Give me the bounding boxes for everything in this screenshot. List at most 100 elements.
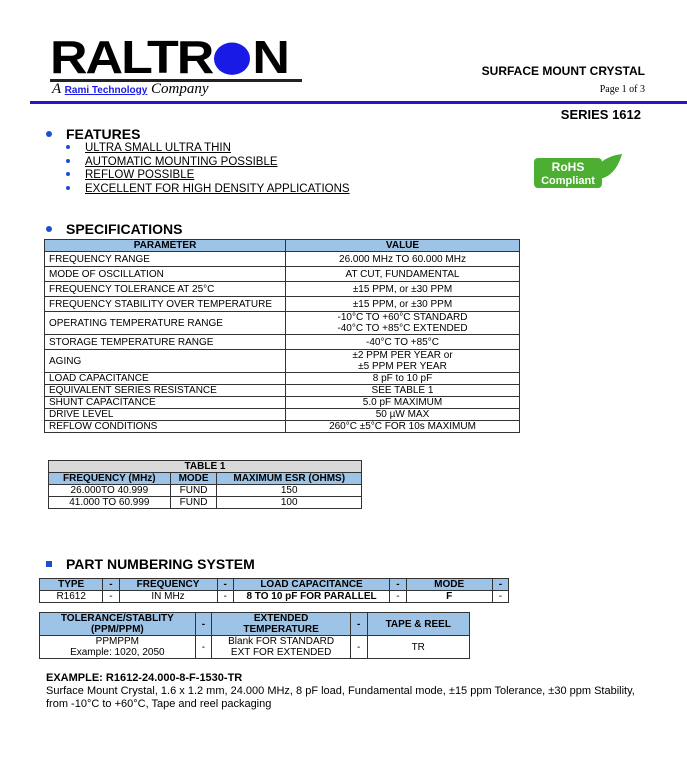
value-cell: 26.000 MHz TO 60.000 MHz <box>285 251 520 267</box>
table-row: FREQUENCY RANGE 26.000 MHz TO 60.000 MHz <box>44 251 520 267</box>
value-cell: -10°C TO +60°C STANDARD -40°C TO +85°C E… <box>285 311 520 335</box>
part-numbering-heading-text: PART NUMBERING SYSTEM <box>66 556 255 572</box>
features-heading-text: FEATURES <box>66 126 141 142</box>
column-header: TOLERANCE/STABLITY (PPM/PPM) <box>39 612 196 636</box>
value-cell: 8 pF to 10 pF <box>285 372 520 385</box>
rohs-badge: RoHS Compliant <box>534 154 622 188</box>
table-row: EQUIVALENT SERIES RESISTANCE SEE TABLE 1 <box>44 384 520 397</box>
value-cell: ±2 PPM PER YEAR or ±5 PPM PER YEAR <box>285 349 520 373</box>
table-row: R1612- IN MHz -8 TO 10 pF FOR PARALLEL - F - <box>38 590 510 603</box>
column-header: - <box>349 612 368 636</box>
table-row: AGING ±2 PPM PER YEAR or ±5 PPM PER YEAR <box>44 349 520 373</box>
tagline-suffix: Company <box>151 81 209 97</box>
specifications-heading: SPECIFICATIONS <box>46 221 182 237</box>
document-title: SURFACE MOUNT CRYSTAL <box>481 64 645 78</box>
cell: - <box>102 590 120 603</box>
cell: 8 TO 10 pF FOR PARALLEL <box>232 590 391 603</box>
column-header: TAPE & REEL <box>366 612 471 636</box>
cell: - <box>216 590 234 603</box>
column-header: MODE <box>169 472 218 485</box>
table-1: TABLE 1 FREQUENCY (MHz) MODE MAXIMUM ESR (O… <box>48 460 362 509</box>
cell: - <box>349 635 368 659</box>
column-header: EXTENDED TEMPERATURE <box>211 612 351 636</box>
parameter-cell: OPERATING TEMPERATURE RANGE <box>44 311 286 335</box>
cell: F <box>405 590 493 603</box>
tagline-prefix: A <box>52 81 61 97</box>
column-header: PARAMETER <box>44 239 286 252</box>
cell: 26.000TO 40.999 <box>48 484 171 497</box>
table-row: OPERATING TEMPERATURE RANGE -10°C TO +60°… <box>44 311 520 335</box>
feature-item: AUTOMATIC MOUNTING POSSIBLE <box>66 156 350 170</box>
cell: IN MHz <box>118 590 218 603</box>
features-list: ULTRA SMALL ULTRA THIN AUTOMATIC MOUNTING… <box>66 142 350 196</box>
column-header: MODE <box>405 578 493 591</box>
column-header: - <box>389 578 407 591</box>
cell: - <box>389 590 407 603</box>
table-row: SHUNT CAPACITANCE 5.0 pF MAXIMUM <box>44 396 520 409</box>
parameter-cell: REFLOW CONDITIONS <box>44 420 286 433</box>
table-row: PPMPPM Example: 1020, 2050- Blank FOR STA… <box>39 635 471 659</box>
table-caption: TABLE 1 <box>48 460 362 473</box>
column-header: VALUE <box>285 239 520 252</box>
cell: R1612 <box>38 590 104 603</box>
table-row: STORAGE TEMPERATURE RANGE -40°C TO +85°C <box>44 334 520 350</box>
part-numbering-heading: PART NUMBERING SYSTEM <box>46 556 255 572</box>
value-cell: ±15 PPM, or ±30 PPM <box>285 296 520 312</box>
value-cell: 5.0 pF MAXIMUM <box>285 396 520 409</box>
parameter-cell: FREQUENCY RANGE <box>44 251 286 267</box>
tagline-brand: Rami Technology <box>64 85 148 96</box>
cell: Blank FOR STANDARD EXT FOR EXTENDED <box>211 635 351 659</box>
part-number-table-b: TOLERANCE/STABLITY (PPM/PPM) - EXTENDED TE… <box>39 612 471 659</box>
column-header: - <box>491 578 510 591</box>
column-header: - <box>102 578 120 591</box>
cell: 100 <box>216 496 362 509</box>
specifications-heading-text: SPECIFICATIONS <box>66 221 183 237</box>
feature-item: EXCELLENT FOR HIGH DENSITY APPLICATIONS <box>66 183 350 197</box>
value-cell: AT CUT, FUNDAMENTAL <box>285 266 520 282</box>
value-cell: SEE TABLE 1 <box>285 384 520 397</box>
cell: PPMPPM Example: 1020, 2050 <box>39 635 196 659</box>
column-header: TYPE <box>38 578 104 591</box>
series-label: SERIES 1612 <box>560 107 641 122</box>
column-header: FREQUENCY <box>118 578 218 591</box>
cell: - <box>491 590 510 603</box>
cell: TR <box>366 635 471 659</box>
example-description: Surface Mount Crystal, 1.6 x 1.2 mm, 24.… <box>46 685 635 710</box>
parameter-cell: FREQUENCY STABILITY OVER TEMPERATURE <box>44 296 286 312</box>
value-cell: -40°C TO +85°C <box>285 334 520 350</box>
cell: 41.000 TO 60.999 <box>48 496 171 509</box>
svg-text:Compliant: Compliant <box>541 175 595 187</box>
raltron-logo: RALTR N <box>50 31 290 84</box>
table-row: FREQUENCY STABILITY OVER TEMPERATURE ±15 … <box>44 296 520 312</box>
table-row: MODE OF OSCILLATION AT CUT, FUNDAMENTAL <box>44 266 520 282</box>
parameter-cell: MODE OF OSCILLATION <box>44 266 286 282</box>
tagline: A Rami Technology Company <box>52 81 209 98</box>
specifications-table: PARAMETER VALUE FREQUENCY RANGE 26.000 MHz … <box>44 239 520 433</box>
example: EXAMPLE: R1612-24.000-8-F-1530-TR Surfac… <box>46 672 646 711</box>
cell: - <box>194 635 213 659</box>
table-row: FREQUENCY TOLERANCE AT 25°C ±15 PPM, or ±… <box>44 281 520 297</box>
table-row: REFLOW CONDITIONS 260°C ±5°C FOR 10s MAXI… <box>44 420 520 433</box>
cell: FUND <box>169 484 218 497</box>
logo-underline <box>50 79 302 82</box>
table-row: LOAD CAPACITANCE 8 pF to 10 pF <box>44 372 520 385</box>
header-divider <box>30 101 687 104</box>
cell: 150 <box>216 484 362 497</box>
part-number-table-a: TYPE - FREQUENCY - LOAD CAPACITANCE - MODE - R16… <box>38 578 510 603</box>
column-header: FREQUENCY (MHz) <box>48 472 171 485</box>
column-header: LOAD CAPACITANCE <box>232 578 391 591</box>
features-heading: FEATURES <box>46 126 140 142</box>
table-row: 41.000 TO 60.999 FUND 100 <box>48 496 362 509</box>
parameter-cell: SHUNT CAPACITANCE <box>44 396 286 409</box>
column-header: - <box>216 578 234 591</box>
column-header: - <box>194 612 213 636</box>
example-label: EXAMPLE: R1612-24.000-8-F-1530-TR <box>46 672 243 684</box>
parameter-cell: AGING <box>44 349 286 373</box>
value-cell: 50 µW MAX <box>285 408 520 421</box>
feature-item: REFLOW POSSIBLE <box>66 169 350 183</box>
parameter-cell: FREQUENCY TOLERANCE AT 25°C <box>44 281 286 297</box>
cell: FUND <box>169 496 218 509</box>
value-cell: 260°C ±5°C FOR 10s MAXIMUM <box>285 420 520 433</box>
svg-text:RoHS: RoHS <box>552 160 585 174</box>
